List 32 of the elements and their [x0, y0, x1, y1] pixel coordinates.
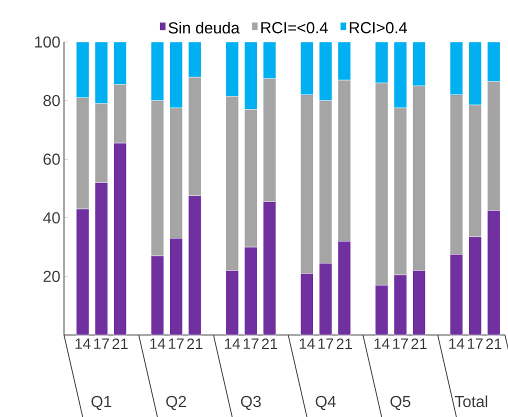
- legend-label: Sin deuda: [168, 22, 240, 34]
- x-tick-label: 21: [112, 338, 128, 349]
- text: Q2: [166, 396, 186, 410]
- x-tick-label: 17: [94, 338, 109, 349]
- x-tick-label: 14: [225, 338, 240, 349]
- x-tick-label: 17: [168, 338, 184, 349]
- x-tick-label: 21: [336, 338, 352, 349]
- y-tick-label: 60: [44, 154, 60, 165]
- x-tick-label: 21: [411, 338, 427, 349]
- y-tick-label: 80: [43, 94, 60, 106]
- x-tick-label: 21: [262, 338, 278, 349]
- text: Q4: [316, 396, 336, 410]
- x-tick-label: 14: [150, 338, 166, 349]
- x-tick-label: 17: [393, 338, 408, 349]
- x-tick-label: 14: [449, 338, 464, 349]
- x-tick-label: 17: [244, 338, 258, 349]
- y-tick-label: 40: [43, 212, 60, 224]
- text: Total: [454, 395, 488, 408]
- y-tick-label: 100: [35, 36, 60, 48]
- x-tick-label: 21: [187, 338, 202, 349]
- x-tick-label: 17: [468, 338, 483, 349]
- x-tick-label: 14: [76, 338, 91, 349]
- x-tick-label: 17: [318, 338, 334, 349]
- legend-label: RCI=<0.4: [261, 22, 328, 34]
- y-tick-label: 20: [44, 270, 60, 282]
- text: Q3: [240, 396, 261, 410]
- x-tick-label: 14: [374, 338, 390, 349]
- text: Q1: [91, 396, 112, 410]
- text: Q5: [390, 396, 410, 410]
- x-tick-label: 14: [300, 338, 315, 349]
- x-tick-label: 21: [486, 338, 502, 349]
- legend-label: RCI>0.4: [350, 22, 408, 34]
